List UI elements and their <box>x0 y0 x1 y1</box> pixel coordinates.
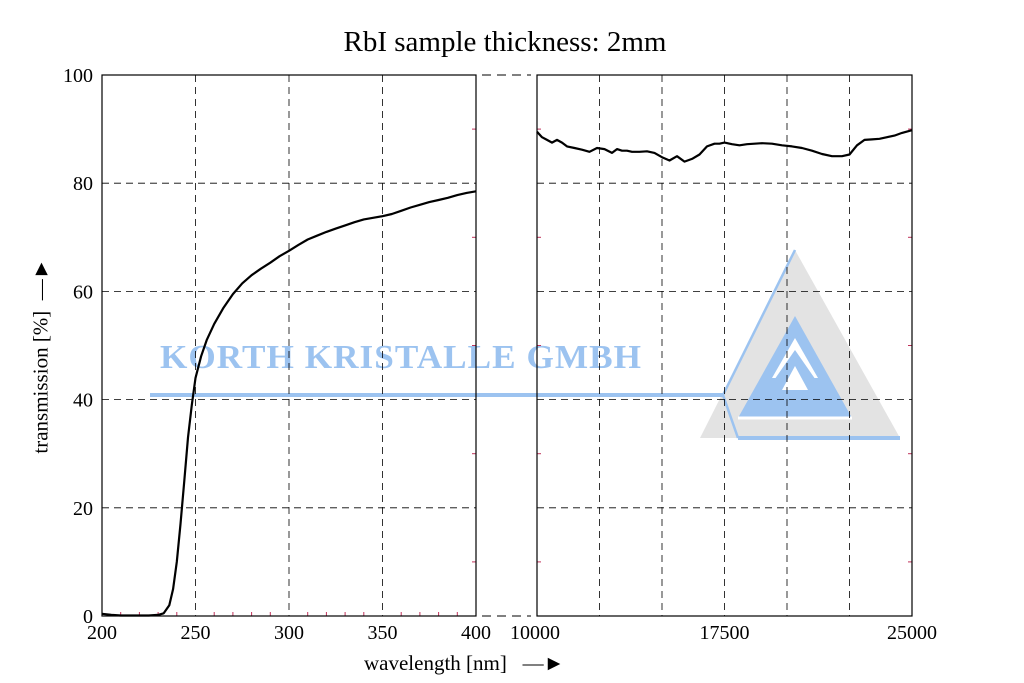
watermark-logo-cutout <box>782 366 808 390</box>
plot-frame <box>101 74 477 617</box>
x-tick-label: 200 <box>87 622 117 644</box>
watermark-logo-mark <box>738 316 852 420</box>
x-tick-label: 17500 <box>700 622 750 644</box>
x-tick-label: 250 <box>181 622 211 644</box>
chart-title: RbI sample thickness: 2mm <box>343 26 667 58</box>
x-axis-arrow-icon: —► <box>512 651 565 675</box>
y-tick-label: 100 <box>63 65 93 87</box>
y-tick-label: 20 <box>73 498 93 520</box>
x-tick-label: 25000 <box>887 622 937 644</box>
panel-ir: 10000 17500 25000 <box>510 74 937 644</box>
y-tick-label: 80 <box>73 173 93 195</box>
x-tick-label: 300 <box>274 622 304 644</box>
x-tick-label: 350 <box>368 622 398 644</box>
watermark: KORTH KRISTALLE GMBH <box>150 249 900 440</box>
x-axis-label: wavelength [nm] —► <box>364 651 564 676</box>
watermark-logo-edge <box>721 249 797 396</box>
x-tick-label: 10000 <box>510 622 560 644</box>
x-tick-label: 400 <box>461 622 491 644</box>
x-axis-label-text: wavelength [nm] <box>364 651 507 675</box>
y-tick-label: 40 <box>73 390 93 412</box>
watermark-text: KORTH KRISTALLE GMBH <box>160 339 642 376</box>
plot-frame <box>536 74 913 617</box>
data-series-line <box>536 129 913 163</box>
y-tick-label: 0 <box>83 606 93 628</box>
y-tick-label: 60 <box>73 281 93 303</box>
watermark-logo-edge <box>721 394 740 439</box>
data-series-line <box>101 190 477 617</box>
panel-uv-vis: 200 250 300 350 400 <box>87 74 491 644</box>
